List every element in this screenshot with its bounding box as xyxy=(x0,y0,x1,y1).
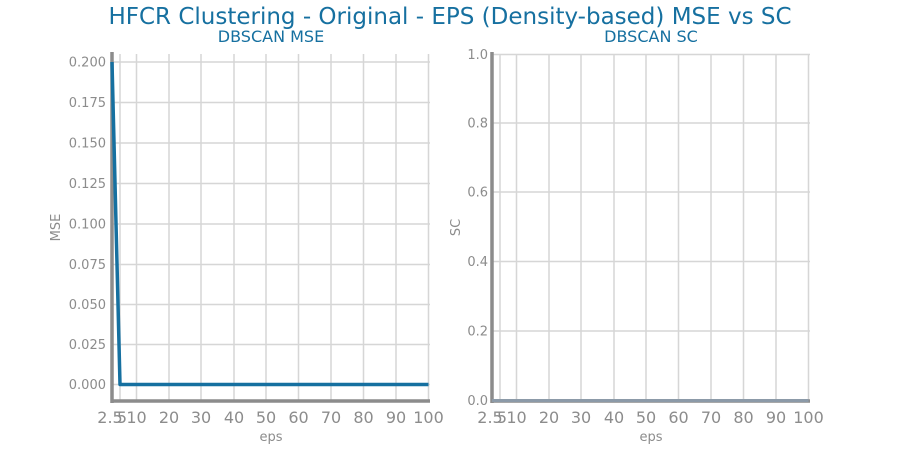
chart2-ylabel: SC xyxy=(449,219,464,236)
chart2-x-tick-label: 10 xyxy=(506,408,526,427)
chart1-y-tick-label: 0.200 xyxy=(69,56,106,71)
chart1-y-tick-label: 0.050 xyxy=(69,298,106,313)
chart1-x-tick-label: 10 xyxy=(126,408,146,427)
chart1-y-tick-label: 0.175 xyxy=(69,96,106,111)
chart2-x-tick-label: 50 xyxy=(636,408,656,427)
chart2-x-tick-label: 80 xyxy=(733,408,753,427)
figure-title: HFCR Clustering - Original - EPS (Densit… xyxy=(108,4,792,30)
chart1-x-tick-label: 2.5 xyxy=(97,408,122,427)
chart2-y-tick-label: 0.0 xyxy=(467,394,488,409)
chart2-x-tick-label: 70 xyxy=(701,408,721,427)
chart1-x-tick-label: 60 xyxy=(288,408,308,427)
chart1-series-line xyxy=(110,61,429,387)
chart1-x-tick-label: 20 xyxy=(159,408,179,427)
chart2-x-tick-label: 20 xyxy=(539,408,559,427)
chart1-x-tick-label: 5 xyxy=(117,408,127,427)
chart1-y-tick-label: 0.025 xyxy=(69,338,106,353)
chart1-ylabel: MSE xyxy=(49,214,64,242)
chart2-x-tick-label: 90 xyxy=(766,408,786,427)
chart1-x-tick-label: 30 xyxy=(191,408,211,427)
chart1-x-tick-label: 70 xyxy=(321,408,341,427)
chart1-x-tick-label: 40 xyxy=(224,408,244,427)
chart2-y-tick-label: 0.8 xyxy=(467,117,488,132)
chart2-xlabel: eps xyxy=(639,430,662,445)
chart1-y-tick-label: 0.075 xyxy=(69,258,106,273)
chart1-title: DBSCAN MSE xyxy=(218,27,324,46)
chart1-x-tick-label: 50 xyxy=(256,408,276,427)
chart1-x-tick-label: 80 xyxy=(353,408,373,427)
chart1-y-tick-label: 0.000 xyxy=(69,378,106,393)
chart2-x-tick-label: 40 xyxy=(604,408,624,427)
chart2-x-tick-label: 2.5 xyxy=(477,408,502,427)
chart2-title: DBSCAN SC xyxy=(604,27,698,46)
chart2-x-tick-label: 5 xyxy=(497,408,507,427)
chart2-y-tick-label: 1.0 xyxy=(467,48,488,63)
chart1-x-tick-label: 90 xyxy=(386,408,406,427)
chart2-y-tick-label: 0.6 xyxy=(467,186,488,201)
chart1-y-tick-label: 0.125 xyxy=(69,177,106,192)
chart2-y-tick-label: 0.2 xyxy=(467,325,488,340)
chart1-x-tick-label: 100 xyxy=(413,408,444,427)
chart1-y-tick-label: 0.150 xyxy=(69,137,106,152)
chart1-xlabel: eps xyxy=(259,430,282,445)
chart1-y-tick-label: 0.100 xyxy=(69,218,106,233)
chart2-x-tick-label: 100 xyxy=(793,408,824,427)
chart2-x-tick-label: 30 xyxy=(571,408,591,427)
chart2-y-tick-label: 0.4 xyxy=(467,255,488,270)
chart2-x-tick-label: 60 xyxy=(668,408,688,427)
